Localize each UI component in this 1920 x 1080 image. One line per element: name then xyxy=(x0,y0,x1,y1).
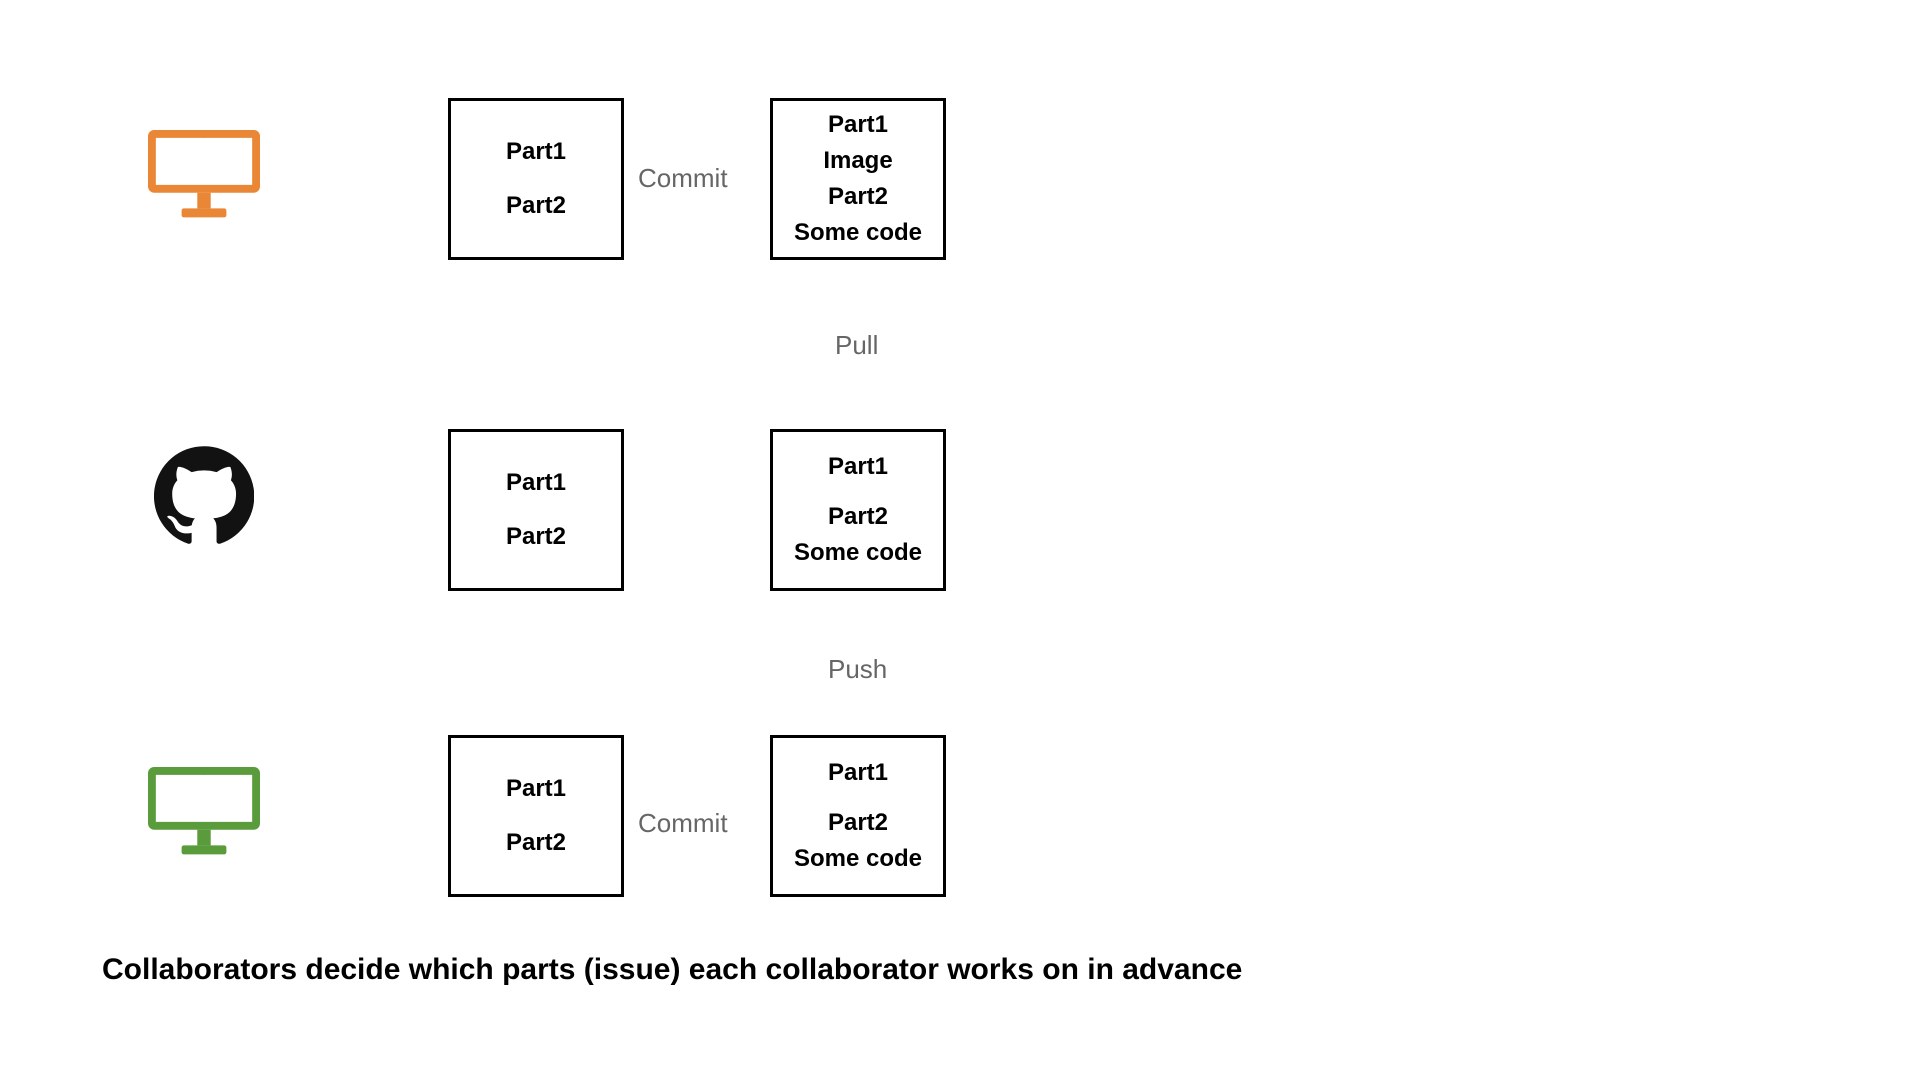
box-text: Part1 xyxy=(506,771,566,807)
commit-label: Commit xyxy=(638,163,728,194)
monitor-icon xyxy=(148,130,260,222)
box-text: Some code xyxy=(794,841,922,877)
caption-text: Collaborators decide which parts (issue)… xyxy=(102,953,1242,987)
box-text: Part1 xyxy=(828,449,888,485)
row2-right-box: Part1 Part2 Some code xyxy=(770,429,946,591)
diagram-canvas: Part1 Part2 Commit Part1 Image Part2 Som… xyxy=(0,0,1920,1080)
push-label: Push xyxy=(828,654,887,685)
row3-right-box: Part1 Part2 Some code xyxy=(770,735,946,897)
pull-label: Pull xyxy=(835,330,878,361)
box-text: Part2 xyxy=(828,179,888,215)
box-text: Part1 xyxy=(506,465,566,501)
box-text: Part1 xyxy=(828,755,888,791)
box-text: Part2 xyxy=(506,188,566,224)
box-text: Part2 xyxy=(828,805,888,841)
box-text: Part2 xyxy=(506,825,566,861)
box-text: Image xyxy=(823,143,892,179)
monitor-icon xyxy=(148,767,260,859)
box-text: Some code xyxy=(794,215,922,251)
box-text: Part1 xyxy=(506,134,566,170)
row3-left-box: Part1 Part2 xyxy=(448,735,624,897)
monitor-icon-green-slot xyxy=(148,767,260,859)
github-icon xyxy=(154,445,254,545)
github-icon-slot xyxy=(154,445,254,545)
monitor-icon-orange-slot xyxy=(148,130,260,222)
row1-left-box: Part1 Part2 xyxy=(448,98,624,260)
row2-left-box: Part1 Part2 xyxy=(448,429,624,591)
row1-right-box: Part1 Image Part2 Some code xyxy=(770,98,946,260)
commit-label: Commit xyxy=(638,808,728,839)
box-text: Part1 xyxy=(828,107,888,143)
box-text: Some code xyxy=(794,535,922,571)
box-text: Part2 xyxy=(828,499,888,535)
box-text: Part2 xyxy=(506,519,566,555)
